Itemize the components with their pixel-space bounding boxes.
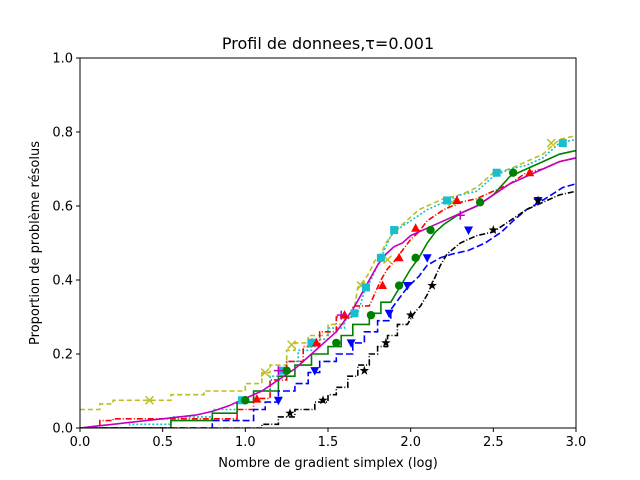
marker-layer	[144, 138, 567, 418]
x-tick-label: 2.0	[400, 435, 421, 450]
data-point-marker	[346, 339, 356, 348]
data-point-marker	[422, 254, 432, 263]
data-point-marker	[241, 396, 250, 405]
y-tick-label: 0.4	[52, 274, 73, 289]
y-tick-label: 0.2	[52, 348, 73, 363]
x-tick-label: 3.0	[566, 435, 587, 450]
data-point-marker	[455, 210, 465, 220]
data-point-marker	[287, 340, 297, 350]
chart-title: Profil de donnees,τ=0.001	[222, 34, 434, 53]
data-point-marker	[336, 310, 346, 320]
data-point-marker	[273, 396, 283, 406]
data-point-marker	[488, 225, 499, 235]
data-point-marker	[427, 280, 437, 290]
data-point-marker	[332, 338, 341, 348]
data-point-marker	[390, 226, 399, 235]
data-point-marker	[508, 168, 518, 177]
data-point-marker	[411, 223, 421, 232]
data-point-marker	[282, 366, 291, 375]
data-point-marker	[310, 367, 320, 376]
x-tick-label: 0.5	[152, 435, 173, 450]
data-point-marker	[411, 253, 420, 262]
data-point-marker	[252, 394, 262, 403]
data-point-marker	[359, 365, 370, 375]
x-axis-label: Nombre de gradient simplex (log)	[218, 456, 438, 471]
y-tick-label: 0.0	[52, 422, 73, 437]
data-point-marker	[285, 408, 295, 418]
series-line-5	[80, 183, 576, 428]
data-point-marker	[307, 338, 316, 347]
data-point-marker	[318, 395, 328, 405]
data-point-marker	[402, 282, 412, 291]
x-tick-label: 1.5	[318, 435, 339, 450]
data-point-marker	[492, 168, 501, 177]
x-tick-label: 1.0	[235, 435, 256, 450]
series-line-3	[80, 157, 576, 428]
data-point-marker	[405, 310, 416, 320]
x-tick-label: 0.0	[70, 435, 91, 450]
series-line-6	[80, 190, 576, 428]
data-point-marker	[260, 367, 270, 378]
data-point-marker	[378, 280, 388, 290]
series-line-1	[80, 134, 576, 411]
data-point-marker	[426, 225, 435, 235]
data-point-marker	[273, 366, 283, 376]
data-point-marker	[362, 283, 371, 292]
data-point-marker	[475, 198, 485, 207]
y-tick-label: 0.6	[52, 200, 73, 215]
data-point-marker	[533, 195, 543, 205]
data-point-marker	[384, 309, 394, 319]
data-point-marker	[443, 196, 452, 205]
data-point-marker	[394, 252, 404, 262]
data-point-marker	[452, 195, 462, 204]
data-point-marker	[558, 139, 567, 148]
data-point-marker	[381, 337, 391, 347]
data-point-marker	[525, 167, 535, 177]
tick-layer: 0.0 0.5 1.0 1.5 2.0 2.5 3.0 0.0 0.2 0.4 0.6 0.8 1.0	[52, 52, 586, 451]
data-point-marker	[350, 309, 359, 318]
x-tick-label: 2.5	[483, 435, 504, 450]
data-point-marker	[366, 310, 376, 320]
data-point-marker	[464, 226, 474, 236]
y-tick-label: 0.8	[52, 126, 73, 141]
y-axis-label: Proportion de problème résolus	[28, 141, 43, 345]
data-point-marker	[546, 138, 556, 148]
y-tick-label: 1.0	[52, 52, 73, 67]
data-point-marker	[394, 281, 404, 290]
data-point-marker	[144, 395, 154, 405]
data-point-marker	[376, 253, 385, 262]
data-point-marker	[311, 337, 321, 347]
